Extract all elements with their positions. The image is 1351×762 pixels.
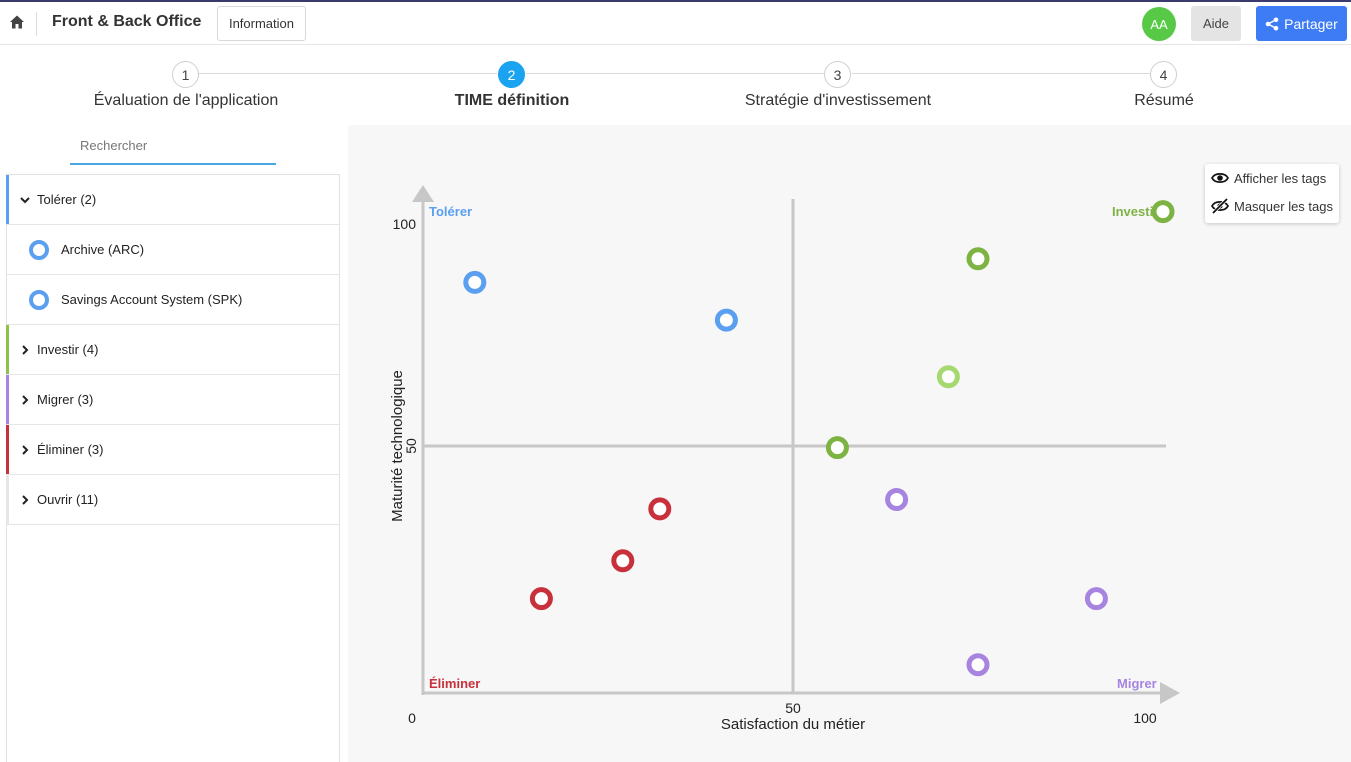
- chevron-right-icon[interactable]: [19, 344, 31, 356]
- x-axis-arrow: [1160, 682, 1180, 704]
- sidebar-item-archive[interactable]: Archive (ARC): [7, 225, 339, 275]
- search-input[interactable]: [70, 128, 276, 163]
- data-points: [463, 200, 1175, 677]
- sidebar-group-ouvrir[interactable]: Ouvrir (11): [6, 475, 339, 525]
- tag-panel: Afficher les tags Masquer les tags: [1205, 164, 1339, 223]
- sidebar-group-label: Migrer (3): [37, 392, 94, 407]
- sidebar-group-label: Éliminer (3): [37, 442, 104, 457]
- group-color-bar: [6, 425, 9, 474]
- x-tick-0: 0: [408, 710, 416, 726]
- chevron-right-icon[interactable]: [19, 444, 31, 456]
- y-tick-50: 50: [403, 438, 419, 454]
- step-connector: [526, 73, 824, 74]
- data-point[interactable]: [463, 270, 487, 294]
- sidebar-group-tolerer[interactable]: Tolérer (2): [6, 175, 339, 225]
- search-field: [70, 128, 276, 165]
- sidebar-group-migrer[interactable]: Migrer (3): [6, 375, 339, 425]
- x-tick-100: 100: [1133, 710, 1157, 726]
- quadrant-label-migrer: Migrer: [1117, 676, 1157, 691]
- ring-icon: [29, 239, 49, 260]
- quadrant-label-tolerer: Tolérer: [429, 204, 472, 219]
- x-tick-50: 50: [785, 700, 801, 716]
- step-1-label[interactable]: Évaluation de l'application: [93, 92, 279, 109]
- step-2-label[interactable]: TIME définition: [454, 92, 570, 109]
- stepper: 1 2 3 4 Évaluation de l'application TIME…: [0, 45, 1351, 125]
- ring-icon: [29, 289, 49, 310]
- data-point[interactable]: [936, 365, 960, 389]
- avatar[interactable]: AA: [1142, 7, 1176, 41]
- data-point[interactable]: [1084, 587, 1108, 611]
- data-point[interactable]: [714, 308, 738, 332]
- data-point[interactable]: [885, 488, 909, 511]
- step-connector: [199, 73, 497, 74]
- data-point[interactable]: [966, 247, 990, 271]
- sidebar-item-label: Savings Account System (SPK): [61, 292, 243, 307]
- y-axis-label: Maturité technologique: [389, 370, 406, 522]
- help-button[interactable]: Aide: [1191, 6, 1241, 41]
- header-divider: [36, 12, 37, 36]
- step-4-circle[interactable]: 4: [1150, 61, 1177, 88]
- time-matrix-chart: Tolérer Investir Éliminer Migrer 0 50 10…: [348, 125, 1351, 762]
- step-3-label[interactable]: Stratégie d'investissement: [744, 92, 932, 109]
- sidebar-group-investir[interactable]: Investir (4): [6, 325, 339, 375]
- data-point[interactable]: [1151, 200, 1175, 224]
- share-icon: [1265, 17, 1279, 30]
- data-point[interactable]: [648, 497, 672, 521]
- group-color-bar: [6, 175, 9, 224]
- chart-svg: Tolérer Investir Éliminer Migrer 0 50 10…: [389, 185, 1180, 733]
- group-color-bar: [6, 325, 9, 374]
- show-tags-option[interactable]: Afficher les tags: [1205, 164, 1339, 192]
- hide-tags-option[interactable]: Masquer les tags: [1205, 192, 1339, 220]
- step-1-circle[interactable]: 1: [172, 61, 199, 88]
- group-color-bar: [6, 375, 9, 424]
- eye-icon: [1211, 172, 1229, 184]
- chevron-down-icon[interactable]: [19, 194, 31, 206]
- data-point[interactable]: [825, 436, 849, 460]
- y-tick-100: 100: [393, 216, 417, 232]
- sidebar: Tolérer (2) Archive (ARC) Savings Accoun…: [6, 174, 340, 762]
- show-tags-label: Afficher les tags: [1234, 170, 1327, 186]
- home-icon[interactable]: [9, 14, 25, 30]
- sidebar-item-label: Archive (ARC): [61, 242, 145, 257]
- step-2-circle[interactable]: 2: [498, 61, 525, 88]
- sidebar-group-label: Tolérer (2): [37, 192, 97, 207]
- share-button[interactable]: Partager: [1256, 6, 1347, 41]
- top-bar: Front & Back Office Information AA Aide …: [0, 0, 1351, 45]
- data-point[interactable]: [529, 587, 553, 611]
- sidebar-group-label: Investir (4): [37, 342, 99, 357]
- information-button[interactable]: Information: [217, 6, 306, 41]
- y-axis-arrow: [412, 185, 434, 202]
- data-point[interactable]: [966, 653, 990, 677]
- eye-slash-icon: [1211, 197, 1229, 215]
- sidebar-group-label: Ouvrir (11): [37, 492, 99, 507]
- app-title: Front & Back Office: [52, 13, 202, 30]
- sidebar-group-eliminer[interactable]: Éliminer (3): [6, 425, 339, 475]
- quadrant-label-eliminer: Éliminer: [429, 676, 480, 691]
- share-label: Partager: [1284, 15, 1338, 32]
- quadrant-label-investir: Investir: [1112, 204, 1158, 219]
- step-4-label[interactable]: Résumé: [1134, 92, 1194, 109]
- data-point[interactable]: [611, 549, 635, 573]
- step-connector: [852, 73, 1150, 74]
- group-color-bar: [6, 475, 9, 524]
- x-axis-label: Satisfaction du métier: [721, 716, 865, 733]
- chevron-right-icon[interactable]: [19, 394, 31, 406]
- step-3-circle[interactable]: 3: [824, 61, 851, 88]
- hide-tags-label: Masquer les tags: [1234, 198, 1333, 214]
- chevron-right-icon[interactable]: [19, 494, 31, 506]
- sidebar-item-savings-account[interactable]: Savings Account System (SPK): [7, 275, 339, 325]
